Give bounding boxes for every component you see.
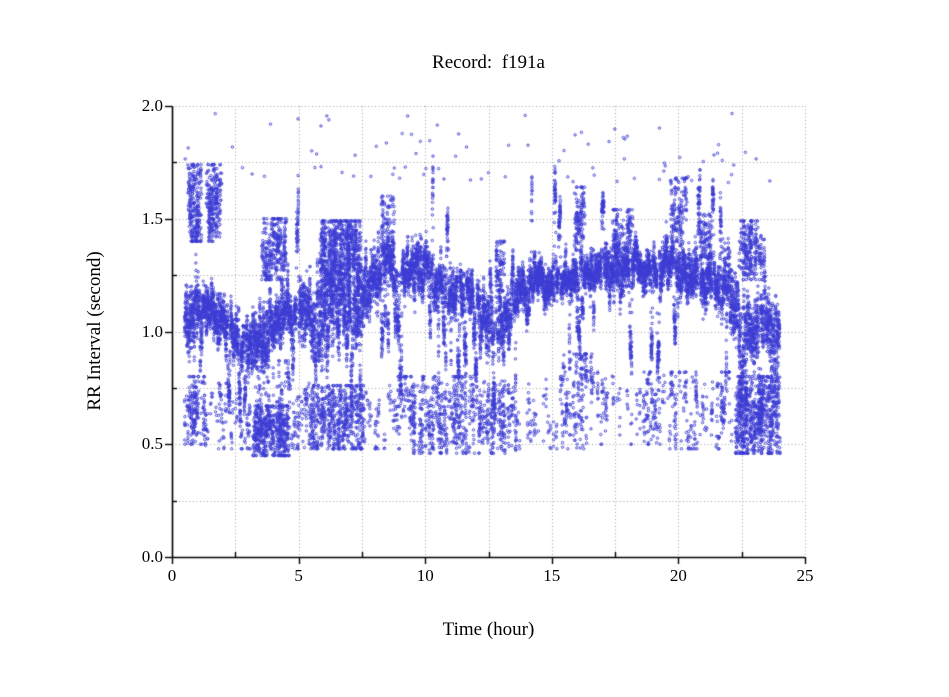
y-tick-label: 2.0 xyxy=(141,96,163,115)
y-tick-label: 0.0 xyxy=(141,547,163,566)
x-tick-label: 10 xyxy=(416,566,434,585)
x-tick-label: 25 xyxy=(796,566,814,585)
chart-title: Record: f191a xyxy=(432,52,545,73)
y-tick-label: 0.5 xyxy=(141,434,163,454)
x-axis-label: Time (hour) xyxy=(442,619,535,640)
y-tick-label: 1.5 xyxy=(141,208,163,228)
x-tick-label: 20 xyxy=(669,566,687,585)
y-tick-label: 1.0 xyxy=(141,321,163,341)
x-tick-label: 15 xyxy=(543,566,561,585)
x-tick-label: 0 xyxy=(167,566,177,585)
x-tick-label: 5 xyxy=(294,566,303,585)
